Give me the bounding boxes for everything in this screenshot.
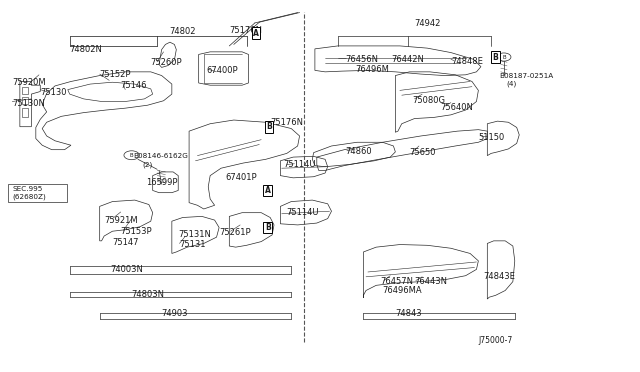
Text: 75176N: 75176N — [270, 118, 303, 127]
Text: (4): (4) — [506, 81, 516, 87]
Text: 75130N: 75130N — [12, 99, 45, 108]
Text: 51150: 51150 — [478, 132, 504, 142]
Text: 75146: 75146 — [121, 81, 147, 90]
Text: 75130: 75130 — [40, 88, 67, 97]
Text: 67401P: 67401P — [225, 173, 257, 182]
Text: 75920M: 75920M — [12, 78, 46, 87]
Text: B: B — [493, 52, 499, 61]
Text: 75640N: 75640N — [440, 103, 473, 112]
Text: 74802N: 74802N — [70, 45, 102, 54]
Bar — [8, 184, 67, 202]
Text: B08146-6162G: B08146-6162G — [134, 153, 188, 158]
Text: J75000-7: J75000-7 — [478, 336, 513, 346]
Text: 76496M: 76496M — [355, 65, 389, 74]
Text: 16599P: 16599P — [147, 178, 178, 187]
Text: 74942: 74942 — [414, 19, 440, 28]
Text: SEC.995: SEC.995 — [12, 186, 43, 192]
Text: 75152P: 75152P — [100, 70, 131, 79]
Text: 74848E: 74848E — [452, 57, 483, 66]
Text: (2): (2) — [143, 161, 153, 168]
Text: 74843: 74843 — [395, 310, 422, 318]
Text: 75147: 75147 — [113, 238, 139, 247]
Text: B: B — [130, 153, 133, 158]
Text: 75921M: 75921M — [104, 216, 138, 225]
Text: 75650: 75650 — [410, 148, 436, 157]
Bar — [22, 97, 28, 105]
Text: B: B — [502, 55, 506, 60]
Text: 75260P: 75260P — [151, 58, 182, 67]
Text: B: B — [265, 223, 271, 232]
Text: 75153P: 75153P — [121, 227, 152, 236]
Text: 75114U: 75114U — [287, 208, 319, 217]
Text: A: A — [265, 186, 271, 195]
Text: 76442N: 76442N — [392, 55, 424, 64]
Text: 75261P: 75261P — [219, 228, 251, 237]
Text: 75131N: 75131N — [178, 230, 211, 240]
Text: B: B — [266, 122, 272, 131]
Text: A: A — [253, 29, 259, 38]
Text: 75131: 75131 — [179, 240, 206, 249]
Text: 67400P: 67400P — [206, 66, 238, 75]
Text: 76457N: 76457N — [381, 277, 413, 286]
Text: 76496MA: 76496MA — [383, 286, 422, 295]
Text: 74003N: 74003N — [111, 265, 143, 274]
Text: B08187-0251A: B08187-0251A — [499, 73, 553, 79]
Text: 74843E: 74843E — [483, 272, 515, 281]
Text: 76456N: 76456N — [346, 55, 378, 64]
Text: 74903: 74903 — [161, 310, 188, 318]
Text: 74802: 74802 — [170, 26, 196, 36]
Text: 74803N: 74803N — [132, 290, 164, 299]
Text: 76443N: 76443N — [415, 277, 447, 286]
Text: (62680Z): (62680Z) — [12, 193, 46, 200]
Text: 75114U: 75114U — [283, 160, 316, 169]
Bar — [22, 108, 28, 118]
Text: 75080G: 75080G — [413, 96, 445, 105]
Bar — [22, 87, 28, 94]
Text: 75176N: 75176N — [229, 26, 262, 35]
Text: 74860: 74860 — [346, 147, 372, 156]
